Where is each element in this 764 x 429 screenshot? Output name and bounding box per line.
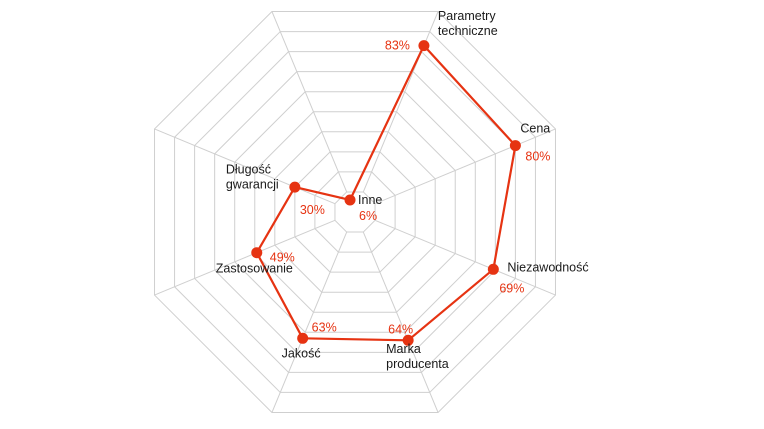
axis-spoke-7 (271, 11, 348, 193)
axis-spoke-1 (374, 128, 556, 205)
axis-label-1: Cena (520, 122, 550, 136)
value-label-2: 69% (499, 281, 524, 295)
axis-label-6: Długość gwarancji (226, 163, 279, 192)
data-point-3 (402, 334, 414, 346)
value-label-5: 49% (270, 251, 295, 265)
data-point-7 (344, 194, 356, 206)
data-point-2 (487, 263, 499, 275)
axis-label-5: Zastosowanie (216, 262, 293, 276)
axis-spoke-4 (271, 231, 348, 413)
data-point-5 (251, 247, 263, 259)
grid-ring-5 (254, 111, 456, 313)
axis-label-7: Inne (358, 193, 382, 207)
value-label-6: 30% (300, 203, 325, 217)
axis-label-4: Jakość (282, 346, 321, 360)
axis-spoke-5 (154, 219, 336, 296)
value-label-1: 80% (525, 150, 550, 164)
grid-ring-2 (314, 171, 396, 253)
value-label-0: 83% (385, 39, 410, 53)
data-point-4 (297, 332, 309, 344)
series-polygon (255, 44, 517, 342)
axis-spoke-2 (374, 219, 556, 296)
axis-spoke-3 (362, 231, 439, 413)
value-label-3: 64% (388, 322, 413, 336)
grid-ring-6 (234, 91, 476, 333)
data-point-6 (289, 181, 301, 193)
axis-spoke-6 (154, 128, 336, 205)
axis-label-3: Marka producenta (386, 342, 449, 371)
value-label-4: 63% (312, 320, 337, 334)
data-point-0 (418, 40, 430, 52)
value-label-7: 6% (359, 209, 377, 223)
series-points (251, 40, 521, 346)
radar-grid (154, 11, 556, 413)
grid-ring-8 (194, 51, 516, 373)
data-point-1 (509, 140, 521, 152)
axis-labels: Parametry techniczne 83% Cena 80% Niezawodnoś… (216, 9, 589, 371)
axis-label-2: Niezawodność (507, 260, 588, 274)
grid-ring-7 (214, 71, 496, 353)
axis-label-0: Parametry techniczne (438, 9, 498, 38)
